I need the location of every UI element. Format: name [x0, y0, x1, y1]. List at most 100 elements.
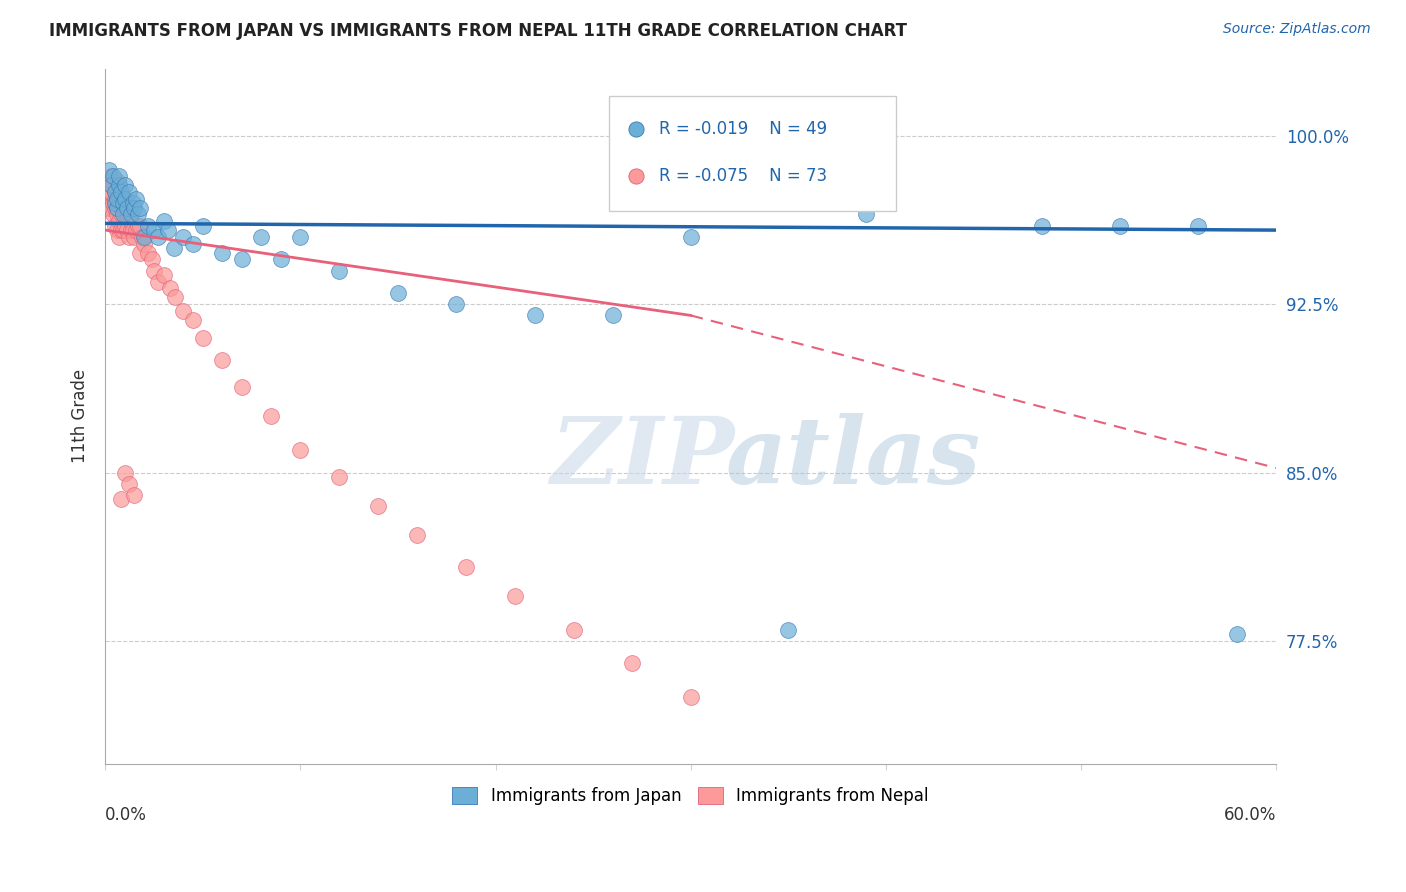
Point	[131, 230, 153, 244]
Point	[143, 263, 166, 277]
Point	[134, 236, 156, 251]
Point	[406, 528, 429, 542]
FancyBboxPatch shape	[609, 96, 896, 211]
Point	[152, 268, 174, 282]
Y-axis label: 11th Grade: 11th Grade	[72, 369, 89, 464]
Point	[104, 192, 127, 206]
Point	[121, 223, 143, 237]
Point	[328, 470, 350, 484]
Point	[111, 196, 134, 211]
Point	[111, 223, 134, 237]
Point	[98, 185, 121, 199]
Point	[114, 466, 136, 480]
Point	[129, 219, 152, 233]
Point	[114, 196, 136, 211]
Point	[979, 476, 1001, 491]
Point	[108, 214, 131, 228]
Point	[105, 207, 128, 221]
Point	[110, 185, 132, 199]
Point	[855, 207, 877, 221]
Point	[98, 162, 121, 177]
Text: atlas: atlas	[725, 413, 981, 503]
Point	[114, 192, 136, 206]
Point	[979, 324, 1001, 338]
Point	[181, 236, 204, 251]
Point	[104, 201, 127, 215]
Point	[111, 201, 134, 215]
Point	[120, 207, 142, 221]
Point	[117, 207, 139, 221]
Point	[211, 245, 233, 260]
Point	[1226, 627, 1249, 641]
Point	[104, 185, 127, 199]
Point	[503, 589, 526, 603]
Point	[124, 488, 146, 502]
Point	[100, 201, 122, 215]
Text: ZIP: ZIP	[550, 413, 734, 503]
Point	[1187, 219, 1209, 233]
Point	[105, 185, 128, 199]
Point	[127, 219, 149, 233]
Point	[98, 174, 121, 188]
Point	[125, 223, 148, 237]
Point	[602, 309, 624, 323]
Point	[172, 304, 194, 318]
Point	[108, 196, 131, 211]
Point	[191, 331, 214, 345]
Point	[100, 169, 122, 184]
Point	[1031, 219, 1053, 233]
Point	[108, 178, 131, 193]
Point	[136, 245, 159, 260]
Point	[621, 657, 644, 671]
Point	[101, 178, 124, 193]
Point	[105, 192, 128, 206]
Point	[211, 353, 233, 368]
Point	[191, 219, 214, 233]
Point	[290, 443, 312, 458]
Point	[387, 285, 409, 300]
Point	[108, 169, 131, 184]
Point	[124, 230, 146, 244]
Point	[562, 623, 585, 637]
Point	[125, 192, 148, 206]
Point	[162, 241, 184, 255]
Point	[159, 281, 181, 295]
Point	[156, 223, 179, 237]
Point	[121, 196, 143, 211]
Point	[114, 178, 136, 193]
Point	[1109, 219, 1132, 233]
Point	[111, 192, 134, 206]
Text: IMMIGRANTS FROM JAPAN VS IMMIGRANTS FROM NEPAL 11TH GRADE CORRELATION CHART: IMMIGRANTS FROM JAPAN VS IMMIGRANTS FROM…	[49, 22, 907, 40]
Text: R = -0.019    N = 49: R = -0.019 N = 49	[659, 120, 827, 138]
Point	[181, 313, 204, 327]
Point	[114, 219, 136, 233]
Point	[108, 178, 131, 193]
Point	[101, 196, 124, 211]
Point	[129, 245, 152, 260]
Point	[328, 263, 350, 277]
Point	[100, 178, 122, 193]
Point	[104, 196, 127, 211]
Point	[143, 223, 166, 237]
Point	[679, 230, 702, 244]
Point	[96, 201, 118, 215]
Point	[146, 275, 169, 289]
Point	[152, 214, 174, 228]
Point	[110, 196, 132, 211]
Point	[679, 690, 702, 704]
Point	[104, 219, 127, 233]
Point	[124, 201, 146, 215]
Point	[110, 492, 132, 507]
Point	[120, 223, 142, 237]
Point	[250, 230, 273, 244]
Point	[124, 201, 146, 215]
Point	[172, 230, 194, 244]
Point	[523, 309, 546, 323]
Point	[231, 252, 253, 267]
Point	[117, 185, 139, 199]
Point	[115, 201, 138, 215]
Point	[114, 207, 136, 221]
Point	[456, 559, 478, 574]
Point	[134, 230, 156, 244]
Point	[105, 201, 128, 215]
